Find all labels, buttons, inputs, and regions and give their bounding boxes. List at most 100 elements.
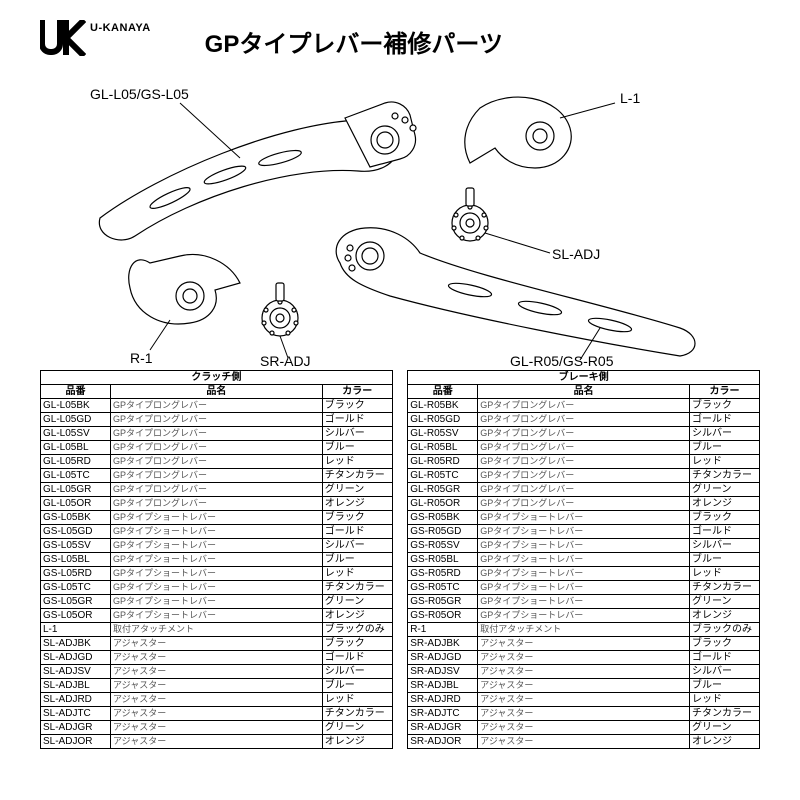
table-row: R-1取付アタッチメントブラックのみ (408, 623, 760, 637)
table-row: L-1取付アタッチメントブラックのみ (41, 623, 393, 637)
table-row: GL-L05BLGPタイプロングレバーブルー (41, 441, 393, 455)
cell-name: GPタイプショートレバー (478, 511, 690, 525)
table-row: GL-R05RDGPタイプロングレバーレッド (408, 455, 760, 469)
table-row: SR-ADJRDアジャスターレッド (408, 693, 760, 707)
cell-color: レッド (689, 693, 759, 707)
cell-name: GPタイプショートレバー (111, 511, 323, 525)
bracket-r1 (129, 255, 240, 324)
cell-name: GPタイプロングレバー (111, 399, 323, 413)
page: U-KANAYA GPタイプレバー補修パーツ (0, 0, 800, 800)
cell-code: R-1 (408, 623, 478, 637)
cell-name: GPタイプロングレバー (478, 413, 690, 427)
cell-name: GPタイプショートレバー (478, 609, 690, 623)
cell-color: チタンカラー (322, 581, 392, 595)
cell-name: アジャスター (111, 679, 323, 693)
adjuster-sr (262, 283, 298, 336)
table-row: GL-R05BKGPタイプロングレバーブラック (408, 399, 760, 413)
table-row: GL-R05TCGPタイプロングレバーチタンカラー (408, 469, 760, 483)
table-row: GS-R05BLGPタイプショートレバーブルー (408, 553, 760, 567)
table-row: GS-R05ORGPタイプショートレバーオレンジ (408, 609, 760, 623)
cell-color: レッド (689, 567, 759, 581)
table-row: GL-R05GRGPタイプロングレバーグリーン (408, 483, 760, 497)
cell-name: GPタイプロングレバー (478, 399, 690, 413)
cell-color: レッド (322, 455, 392, 469)
table-row: SL-ADJRDアジャスターレッド (41, 693, 393, 707)
cell-color: チタンカラー (322, 707, 392, 721)
cell-color: チタンカラー (322, 469, 392, 483)
cell-code: GL-R05BL (408, 441, 478, 455)
group-header-brake: ブレーキ側 (408, 371, 760, 385)
cell-color: シルバー (689, 539, 759, 553)
tbody-brake: GL-R05BKGPタイプロングレバーブラックGL-R05GDGPタイプロングレ… (408, 399, 760, 749)
table-row: GL-L05ORGPタイプロングレバーオレンジ (41, 497, 393, 511)
cell-name: GPタイプロングレバー (478, 497, 690, 511)
cell-code: SL-ADJGR (41, 721, 111, 735)
th-color: カラー (322, 385, 392, 399)
cell-name: GPタイプショートレバー (478, 567, 690, 581)
table-row: SL-ADJBLアジャスターブルー (41, 679, 393, 693)
cell-color: シルバー (322, 539, 392, 553)
cell-code: GS-L05BL (41, 553, 111, 567)
table-row: GS-L05ORGPタイプショートレバーオレンジ (41, 609, 393, 623)
cell-code: SR-ADJBL (408, 679, 478, 693)
cell-color: グリーン (322, 721, 392, 735)
table-row: SR-ADJORアジャスターオレンジ (408, 735, 760, 749)
cell-code: GS-L05SV (41, 539, 111, 553)
table-row: GS-R05GRGPタイプショートレバーグリーン (408, 595, 760, 609)
page-title: GPタイプレバー補修パーツ (205, 24, 503, 59)
table-brake: ブレーキ側 品番 品名 カラー GL-R05BKGPタイプロングレバーブラックG… (407, 370, 760, 749)
cell-name: GPタイプショートレバー (111, 609, 323, 623)
cell-name: GPタイプショートレバー (478, 525, 690, 539)
cell-name: アジャスター (478, 735, 690, 749)
cell-code: GS-R05BK (408, 511, 478, 525)
table-row: GS-R05GDGPタイプショートレバーゴールド (408, 525, 760, 539)
cell-color: ゴールド (689, 525, 759, 539)
table-clutch: クラッチ側 品番 品名 カラー GL-L05BKGPタイプロングレバーブラックG… (40, 370, 393, 749)
brand-text: U-KANAYA (90, 22, 151, 34)
cell-color: グリーン (689, 595, 759, 609)
table-row: GL-L05TCGPタイプロングレバーチタンカラー (41, 469, 393, 483)
cell-name: 取付アタッチメント (111, 623, 323, 637)
cell-name: GPタイプショートレバー (478, 595, 690, 609)
label-sr-adj: SR-ADJ (260, 353, 311, 369)
cell-code: GL-L05BK (41, 399, 111, 413)
table-row: GS-L05BLGPタイプショートレバーブルー (41, 553, 393, 567)
table-row: GS-L05BKGPタイプショートレバーブラック (41, 511, 393, 525)
cell-name: GPタイプロングレバー (478, 483, 690, 497)
table-row: GL-L05SVGPタイプロングレバーシルバー (41, 427, 393, 441)
cell-name: GPタイプロングレバー (478, 455, 690, 469)
header: U-KANAYA GPタイプレバー補修パーツ (40, 20, 760, 68)
table-row: GS-L05GRGPタイプショートレバーグリーン (41, 595, 393, 609)
cell-name: GPタイプショートレバー (111, 581, 323, 595)
table-row: SR-ADJBLアジャスターブルー (408, 679, 760, 693)
cell-code: GS-L05BK (41, 511, 111, 525)
cell-code: GS-R05TC (408, 581, 478, 595)
cell-color: グリーン (322, 595, 392, 609)
logo-block: U-KANAYA (40, 20, 151, 56)
table-row: GL-R05ORGPタイプロングレバーオレンジ (408, 497, 760, 511)
cell-code: SL-ADJBK (41, 637, 111, 651)
cell-code: GL-R05GD (408, 413, 478, 427)
cell-code: GS-R05SV (408, 539, 478, 553)
cell-name: GPタイプショートレバー (111, 539, 323, 553)
cell-color: ブルー (322, 553, 392, 567)
cell-color: オレンジ (322, 609, 392, 623)
cell-code: L-1 (41, 623, 111, 637)
table-row: GL-L05GDGPタイプロングレバーゴールド (41, 413, 393, 427)
cell-name: アジャスター (111, 735, 323, 749)
group-header-clutch: クラッチ側 (41, 371, 393, 385)
diagram-svg (40, 68, 740, 368)
cell-name: GPタイプロングレバー (111, 497, 323, 511)
cell-name: 取付アタッチメント (478, 623, 690, 637)
table-row: SL-ADJGDアジャスターゴールド (41, 651, 393, 665)
cell-code: GS-L05RD (41, 567, 111, 581)
cell-color: グリーン (689, 721, 759, 735)
cell-color: ブラック (689, 511, 759, 525)
cell-code: GL-L05GD (41, 413, 111, 427)
cell-code: GL-L05SV (41, 427, 111, 441)
cell-name: アジャスター (478, 707, 690, 721)
cell-color: ゴールド (322, 525, 392, 539)
cell-code: GS-R05BL (408, 553, 478, 567)
cell-code: GS-R05GD (408, 525, 478, 539)
cell-code: GL-R05SV (408, 427, 478, 441)
